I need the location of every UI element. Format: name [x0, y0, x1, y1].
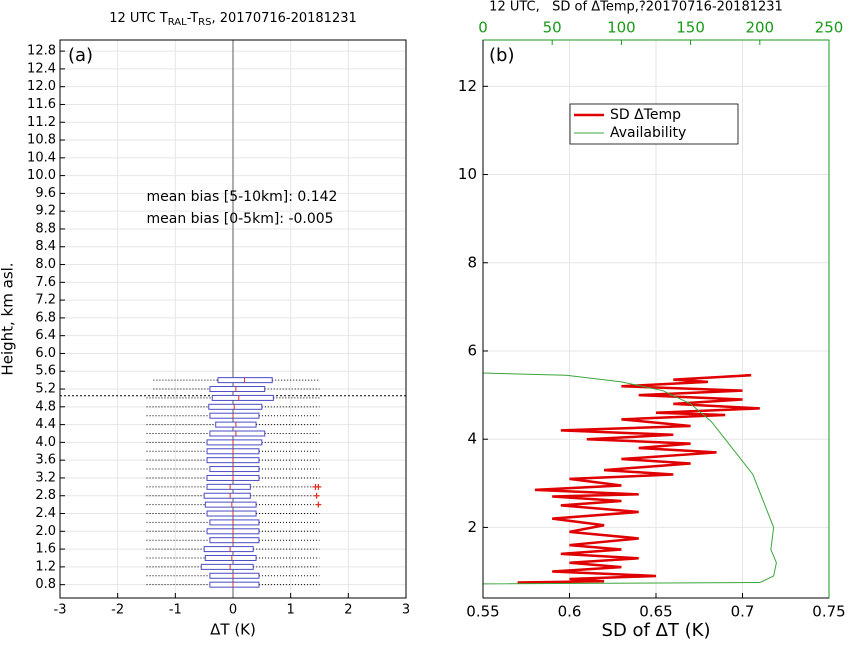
x-axis-label: ΔT (K)	[210, 621, 256, 639]
y-tick-label: 7.6	[35, 275, 56, 290]
y-tick-label: 12.0	[27, 79, 56, 94]
x-tick-label: 0.65	[639, 603, 672, 621]
x2-tick-label: 150	[676, 19, 705, 37]
title-part: RAL	[168, 17, 187, 28]
y-tick-label: 12.4	[27, 61, 56, 76]
x-tick-label: 0.6	[558, 603, 582, 621]
title-part: -T	[187, 11, 198, 26]
box	[206, 439, 263, 446]
y-tick-label: 12.8	[27, 44, 56, 59]
y-tick-label: 3.6	[35, 453, 56, 468]
legend-label: Availability	[610, 125, 686, 141]
y-tick-label: 0.8	[35, 577, 56, 592]
chart-title: 12 UTC, SD of ΔTemp,?20170716-20181231	[489, 0, 783, 15]
x-tick-label: -1	[169, 603, 182, 618]
y-tick-label: 1.6	[35, 542, 56, 557]
title-part: , 20170716-20181231	[211, 11, 356, 26]
y-tick-label: 10	[458, 165, 477, 183]
y-tick-label: 8.0	[35, 257, 56, 272]
box	[209, 430, 266, 437]
x-tick-label: 0.75	[812, 603, 845, 621]
y-tick-label: 11.2	[27, 115, 56, 130]
y-tick-label: 5.6	[35, 364, 56, 379]
y-axis-label: Height, km asl.	[0, 262, 17, 375]
series-line	[482, 372, 777, 585]
legend-label: SD ΔTemp	[610, 107, 681, 123]
box	[204, 501, 257, 508]
box	[209, 581, 260, 588]
y-tick-label: 12	[458, 77, 477, 95]
y-tick-label: 8	[467, 253, 477, 271]
box	[211, 394, 274, 401]
x-tick-label: 1	[287, 603, 295, 618]
y-tick-label: 4.0	[35, 435, 56, 450]
y-tick-label: 4.8	[35, 399, 56, 414]
box	[203, 546, 254, 553]
box	[209, 519, 260, 526]
box	[209, 386, 266, 393]
y-tick-label: 10.4	[27, 150, 56, 165]
box	[206, 483, 251, 490]
box	[217, 377, 273, 384]
y-tick-label: 2.4	[35, 506, 56, 521]
y-tick-label: 2.0	[35, 524, 56, 539]
box	[209, 466, 260, 473]
x2-tick-label: 100	[607, 19, 636, 37]
x-tick-label: 0.55	[466, 603, 499, 621]
annotation: mean bias [5-10km]: 0.142	[147, 189, 338, 205]
x2-tick-label: 0	[478, 19, 488, 37]
y-tick-label: 2.8	[35, 488, 56, 503]
x2-tick-label: 50	[543, 19, 562, 37]
x2-tick-label: 200	[745, 19, 774, 37]
x-tick-label: -2	[111, 603, 124, 618]
box	[203, 492, 251, 499]
box	[208, 403, 263, 410]
y-tick-label: 4.4	[35, 417, 56, 432]
y-tick-label: 9.2	[35, 204, 56, 219]
y-tick-label: 8.8	[35, 221, 56, 236]
y-tick-label: 6.0	[35, 346, 56, 361]
annotation: mean bias [0-5km]: -0.005	[147, 211, 334, 227]
y-tick-label: 3.2	[35, 470, 56, 485]
box	[206, 510, 257, 517]
y-tick-label: 10.8	[27, 133, 56, 148]
x-axis-label: SD of ΔT (K)	[602, 620, 711, 641]
y-tick-label: 11.6	[27, 97, 56, 112]
x-tick-label: 2	[344, 603, 352, 618]
x2-tick-label: 250	[815, 19, 844, 37]
y-tick-label: 4	[467, 430, 477, 448]
x-tick-label: 0.7	[731, 603, 755, 621]
chart-title: 12 UTC TRAL-TRS, 20170716-20181231	[109, 11, 357, 29]
panel-label: (b)	[489, 45, 514, 66]
box	[200, 563, 254, 570]
legend-box	[569, 103, 739, 145]
y-tick-label: 10.0	[27, 168, 56, 183]
y-tick-label: 5.2	[35, 382, 56, 397]
title-part: 12 UTC T	[109, 11, 168, 26]
y-tick-label: 8.4	[35, 239, 56, 254]
x-tick-label: -3	[54, 603, 67, 618]
box	[209, 537, 260, 544]
x-tick-label: 3	[402, 603, 410, 618]
outlier	[315, 501, 322, 508]
y-tick-label: 9.6	[35, 186, 56, 201]
x-tick-label: 0	[229, 603, 237, 618]
box	[209, 572, 260, 579]
title-part: RS	[198, 17, 211, 28]
y-tick-label: 6.4	[35, 328, 56, 343]
box	[209, 412, 260, 419]
y-tick-label: 1.2	[35, 559, 56, 574]
panel-label: (a)	[68, 45, 93, 66]
y-tick-label: 6	[467, 341, 477, 359]
y-tick-label: 6.8	[35, 310, 56, 325]
y-tick-label: 7.2	[35, 293, 56, 308]
box	[204, 554, 257, 561]
outlier	[313, 492, 320, 499]
outlier	[315, 483, 322, 490]
series-line	[517, 373, 760, 584]
y-tick-label: 2	[467, 518, 477, 536]
axes-frame	[59, 39, 407, 599]
